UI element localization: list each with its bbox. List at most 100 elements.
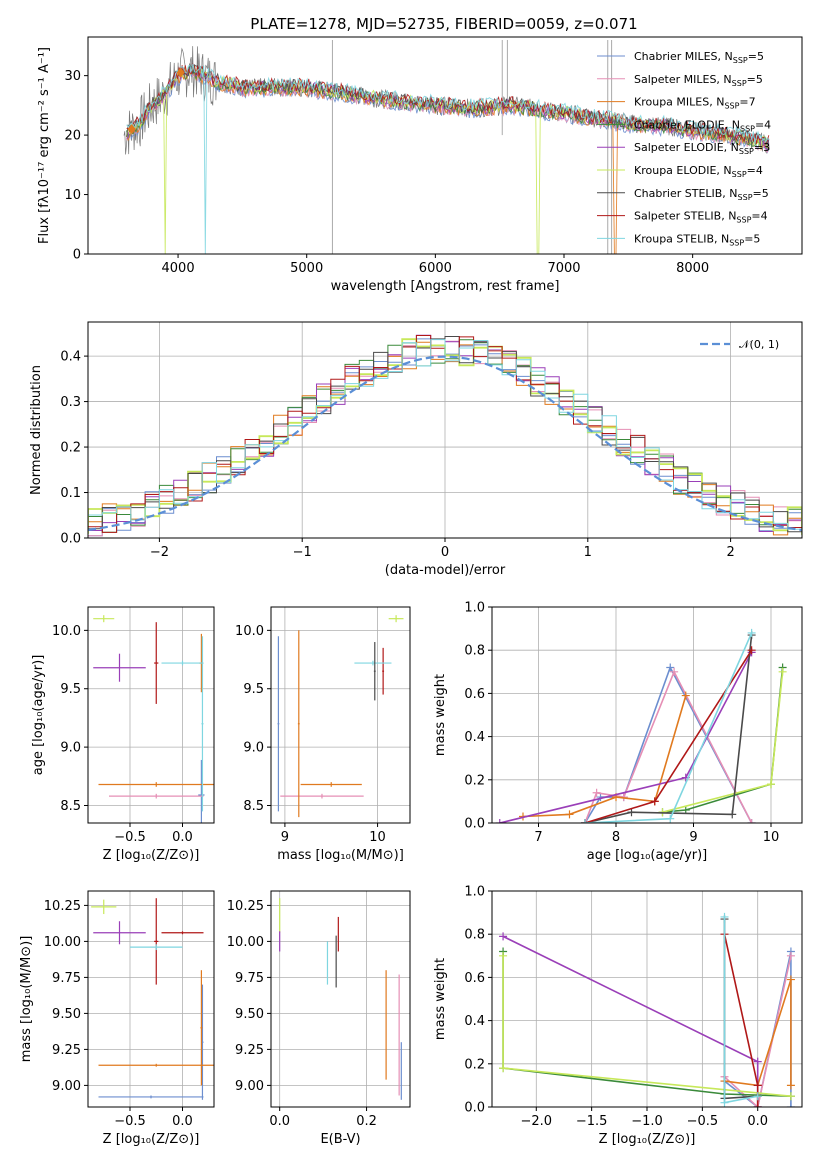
plot-area-mass-weight-vs-Z <box>499 912 795 1107</box>
y-axis-label: Normed distribution <box>29 365 44 495</box>
y-tick-label: 9.25 <box>52 1043 81 1058</box>
legend-count: =4 <box>755 118 771 131</box>
series-marker <box>681 691 690 700</box>
legend-subscript: SSP <box>729 238 744 247</box>
legend-entry-text: Kroupa STELIB, NSSP=5 <box>634 232 760 247</box>
legend-count: =3 <box>754 141 770 154</box>
plot-area-age-vs-mass <box>277 615 404 818</box>
y-tick-label: 0.2 <box>464 773 485 788</box>
series-marker <box>728 810 737 819</box>
panel-mass-weight-vs-age: 7 8 9 10 0.0 0.2 0.4 0.6 0.8 1.0 age [log₁₀(age/yr… <box>433 601 803 863</box>
axes-frame <box>87 606 215 824</box>
plot-area-residuals <box>88 334 802 537</box>
legend-subscript: SSP <box>736 216 751 225</box>
x-tick-label: 0.2 <box>356 1114 377 1129</box>
panel-mass-weight-vs-Z: −2.0 −1.5 −1.0 −0.5 0.0 0.0 0.2 0.4 0.6 0.8 1.0 Z [… <box>433 885 803 1147</box>
legend-entry-text: Chabrier STELIB, NSSP=5 <box>634 187 769 202</box>
x-tick-label: −1.0 <box>631 1114 663 1129</box>
series-line <box>724 979 792 1087</box>
series-marker <box>767 780 775 789</box>
y-tick-label: 0.2 <box>60 441 81 456</box>
x-tick-label: −0.5 <box>114 830 146 845</box>
x-tick-label: 10 <box>369 830 386 845</box>
y-tick-label: 10.25 <box>44 899 81 914</box>
series-marker <box>747 646 756 655</box>
y-axis-label: mass [log₁₀(M/M⊙)] <box>19 936 34 1063</box>
x-tick-label: −0.5 <box>687 1114 719 1129</box>
legend-entry-text: Salpeter MILES, NSSP=5 <box>634 73 763 88</box>
series-marker <box>670 667 679 676</box>
series-line <box>723 955 792 1107</box>
x-tick-label: 0.0 <box>172 1114 193 1129</box>
plot-area-mass-weight-vs-age <box>495 628 787 823</box>
x-tick-label: 9 <box>689 830 697 845</box>
x-axis-label: Z [log₁₀(Z/Z⊙)] <box>599 1132 696 1147</box>
legend-label: Kroupa ELODIE, N <box>634 164 732 177</box>
series-marker <box>499 951 508 960</box>
x-tick-label: 6000 <box>419 261 452 276</box>
series-marker <box>666 663 675 672</box>
x-tick-label: −0.5 <box>114 1114 146 1129</box>
y-tick-label: 9.00 <box>52 1079 81 1094</box>
histogram-line <box>88 339 802 537</box>
x-tick-label: −1.5 <box>576 1114 608 1129</box>
legend-label: Salpeter MILES, N <box>634 73 732 86</box>
gaussian-reference-line <box>88 355 802 532</box>
panel-age-vs-mass: 9 10 8.5 9.0 9.5 10.0 mass [log₁₀(M/M⊙)] <box>235 606 411 863</box>
model-spectrum-line <box>126 67 770 254</box>
y-tick-label: 10.00 <box>44 935 81 950</box>
y-tick-label: 9.5 <box>243 682 264 697</box>
figure-title: PLATE=1278, MJD=52735, FIBERID=0059, z=0… <box>250 15 637 33</box>
series-marker <box>786 951 795 960</box>
axes-frame <box>87 36 803 255</box>
series-marker <box>720 1098 729 1107</box>
series-marker <box>499 1064 508 1073</box>
x-tick-label: 1 <box>584 545 592 560</box>
legend-subscript: SSP <box>733 56 748 65</box>
legend-entry-text: Salpeter STELIB, NSSP=4 <box>634 210 768 225</box>
series-line <box>584 635 753 823</box>
x-tick-label: 0.0 <box>172 830 193 845</box>
model-spectrum-line <box>126 63 770 254</box>
y-tick-label: 1.0 <box>464 885 485 900</box>
legend-subscript: SSP <box>732 170 747 179</box>
y-axis-label: Flux [fλ10⁻¹⁷ erg cm⁻² s⁻¹ A⁻¹] <box>37 47 52 244</box>
y-tick-label: 20 <box>64 129 81 144</box>
legend-label: Salpeter STELIB, N <box>634 210 736 223</box>
y-tick-label: 9.75 <box>52 971 81 986</box>
y-tick-label: 8.5 <box>243 799 264 814</box>
x-axis-label: E(B-V) <box>320 1132 360 1147</box>
legend-count: =5 <box>747 73 763 86</box>
y-tick-label: 0.4 <box>464 1014 485 1029</box>
y-tick-label: 9.25 <box>235 1043 264 1058</box>
legend-label: Salpeter ELODIE, N <box>634 141 739 154</box>
series-line <box>662 667 784 813</box>
series-marker <box>753 1103 762 1107</box>
legend-count: =5 <box>744 232 760 245</box>
legend-count: =4 <box>747 164 763 177</box>
y-tick-label: 9.75 <box>235 971 264 986</box>
series-marker <box>666 814 675 823</box>
y-tick-label: 0.6 <box>464 971 485 986</box>
y-axis-label: mass weight <box>433 674 448 756</box>
plot-area-age-vs-Z <box>93 615 214 823</box>
series-line <box>584 669 753 823</box>
series-line <box>662 671 784 813</box>
legend-count: =7 <box>739 96 755 109</box>
legend-entry-text: Kroupa ELODIE, NSSP=4 <box>634 164 763 179</box>
x-tick-label: 8 <box>612 830 620 845</box>
y-tick-label: 0.8 <box>464 928 485 943</box>
x-tick-label: −2 <box>150 545 169 560</box>
axes-frame <box>270 606 411 824</box>
y-tick-label: 10.25 <box>227 899 264 914</box>
y-tick-label: 0.0 <box>60 532 81 547</box>
series-marker <box>786 975 795 984</box>
panel-mass-vs-Z: −0.5 0.0 9.00 9.25 9.50 9.75 10.00 10.25 Z [log₁… <box>19 890 215 1147</box>
legend-subscript: SSP <box>732 79 747 88</box>
series-marker <box>778 667 787 676</box>
x-axis-label: wavelength [Angstrom, rest frame] <box>331 279 560 294</box>
plot-area-mass-vs-Z <box>91 898 214 1100</box>
y-tick-label: 0.6 <box>464 687 485 702</box>
